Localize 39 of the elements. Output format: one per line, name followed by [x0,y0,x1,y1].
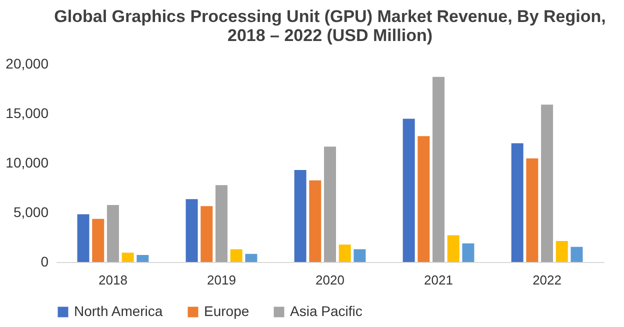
bar [354,249,366,262]
bar [294,170,306,262]
y-tick-label: 10,000 [6,154,49,170]
bar [186,199,198,262]
bar [541,104,554,262]
bar [106,204,119,262]
bar [418,136,430,262]
bar [92,218,104,262]
bar [511,143,524,262]
bar [338,244,351,262]
y-tick-label: 15,000 [6,105,49,121]
legend-label: Asia Pacific [290,303,362,319]
bar [245,254,258,262]
bar [215,185,228,262]
x-tick-label: 2020 [316,272,344,288]
y-tick-label: 0 [40,254,49,270]
x-tick-label: 2022 [532,272,562,288]
chart-title: Global Graphics Processing Unit (GPU) Market Revenue, By Region, 2018 – 2022 (USD Million) [54,7,606,45]
bar [324,146,336,262]
bar [462,243,474,262]
y-tick-label: 20,000 [6,56,49,72]
bar [200,206,213,262]
bar [570,246,583,262]
bar [230,249,242,262]
legend-label: North America [74,303,163,319]
bar [432,76,445,262]
legend-label: Europe [204,303,250,319]
bar [526,158,538,262]
x-tick-label: 2018 [98,272,128,288]
bar [447,235,460,262]
bar [309,180,322,262]
x-tick-label: 2019 [207,272,236,288]
bar [77,214,90,262]
bar [136,254,149,262]
bar [122,252,134,262]
bar [402,118,415,262]
x-tick-label: 2021 [424,272,453,288]
y-tick-label: 5,000 [13,204,49,220]
bar [556,241,568,262]
